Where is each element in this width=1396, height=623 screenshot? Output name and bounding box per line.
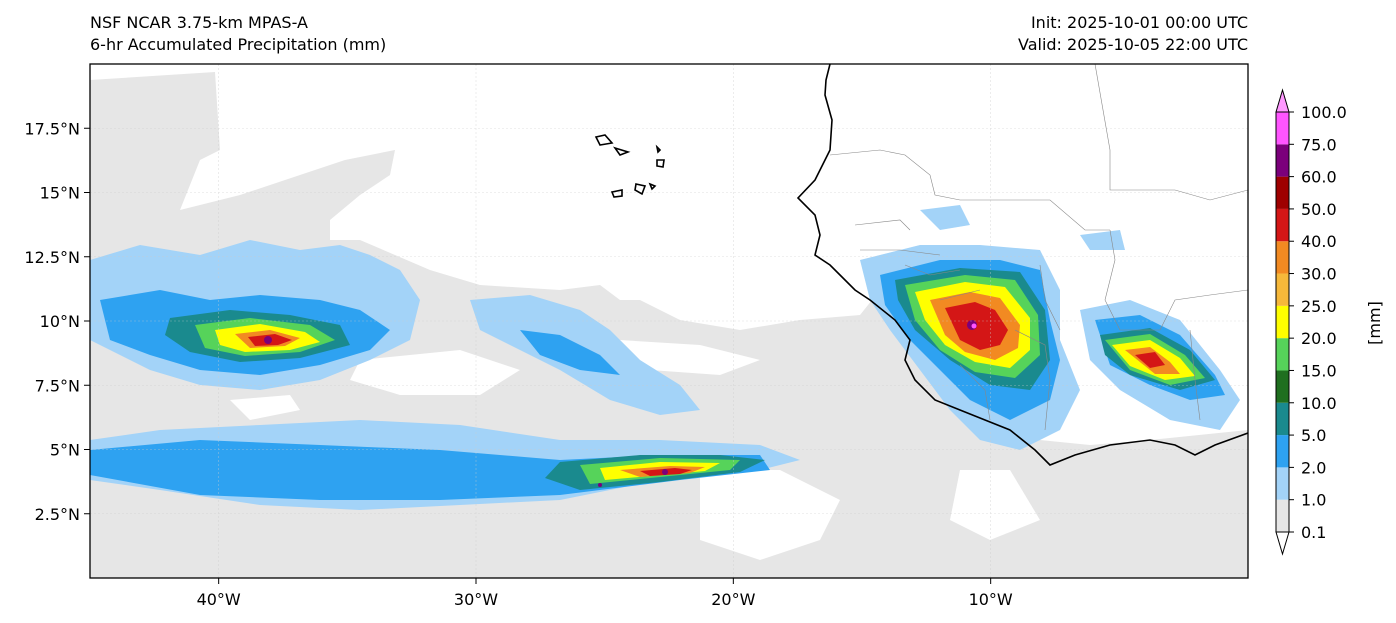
colorbar-segment (1276, 112, 1289, 145)
colorbar-level-label: 0.1 (1301, 523, 1326, 542)
colorbar-extend-min (1275, 531, 1290, 556)
gridlines (90, 64, 1248, 578)
lat-tick-label: 5°N (50, 441, 80, 460)
lat-tick-label: 7.5°N (35, 376, 80, 395)
colorbar-level-label: 15.0 (1301, 361, 1337, 380)
colorbar-extend-max (1275, 88, 1290, 113)
dry-gaps (230, 340, 1040, 560)
colorbar-segment (1276, 144, 1289, 177)
colorbar-level-label: 75.0 (1301, 135, 1337, 154)
colorbar-level-label: 1.0 (1301, 491, 1326, 510)
coastlines (594, 64, 1248, 466)
colorbar: 0.1 1.0 2.0 5.0 10.0 15.0 20.0 25.0 30.0 40.0 50.0… (1275, 88, 1347, 556)
colorbar-segment (1276, 435, 1289, 468)
lat-tick-label: 15°N (40, 184, 80, 203)
colorbar-segment (1276, 370, 1289, 403)
colorbar-segment (1276, 467, 1289, 500)
lon-tick-label: 30°W (454, 590, 498, 609)
field-title: 6-hr Accumulated Precipitation (mm) (90, 35, 387, 54)
colorbar-level-label: 10.0 (1301, 394, 1337, 413)
lat-tick-label: 12.5°N (24, 248, 80, 267)
colorbar-segment (1276, 338, 1289, 371)
lon-tick-label: 20°W (711, 590, 755, 609)
lat-tick-label: 10°N (40, 312, 80, 331)
lat-tick-label: 17.5°N (24, 119, 80, 138)
colorbar-segment (1276, 208, 1289, 242)
lat-tick-label: 2.5°N (35, 505, 80, 524)
lon-tick-label: 40°W (197, 590, 241, 609)
colorbar-segment (1276, 305, 1289, 339)
longitude-ticks: 40°W 30°W 20°W 10°W (197, 578, 1013, 609)
colorbar-frame (1275, 111, 1290, 533)
valid-time: Valid: 2025-10-05 22:00 UTC (1017, 35, 1248, 54)
colorbar-unit-label: [mm] (1365, 301, 1384, 345)
colorbar-level-label: 2.0 (1301, 458, 1326, 477)
latitude-ticks: 17.5°N 15°N 12.5°N 10°N 7.5°N 5°N 2.5°N (24, 119, 90, 524)
precip-75mm-spots (264, 320, 977, 487)
colorbar-level-label: 25.0 (1301, 297, 1337, 316)
colorbar-segment (1276, 176, 1289, 209)
country-borders (829, 64, 1248, 431)
lon-tick-label: 10°W (969, 590, 1013, 609)
init-time: Init: 2025-10-01 00:00 UTC (1030, 13, 1248, 32)
colorbar-segment (1276, 499, 1289, 532)
model-title: NSF NCAR 3.75-km MPAS-A (90, 13, 308, 32)
colorbar-level-label: 100.0 (1301, 103, 1347, 122)
map-plot-area (90, 64, 1248, 578)
colorbar-segment (1276, 241, 1289, 274)
colorbar-level-label: 30.0 (1301, 265, 1337, 284)
colorbar-segment (1276, 273, 1289, 306)
colorbar-level-label: 5.0 (1301, 426, 1326, 445)
colorbar-level-label: 40.0 (1301, 232, 1337, 251)
colorbar-level-label: 50.0 (1301, 200, 1337, 219)
colorbar-level-label: 20.0 (1301, 329, 1337, 348)
colorbar-segment (1276, 402, 1289, 436)
colorbar-level-label: 60.0 (1301, 168, 1337, 187)
